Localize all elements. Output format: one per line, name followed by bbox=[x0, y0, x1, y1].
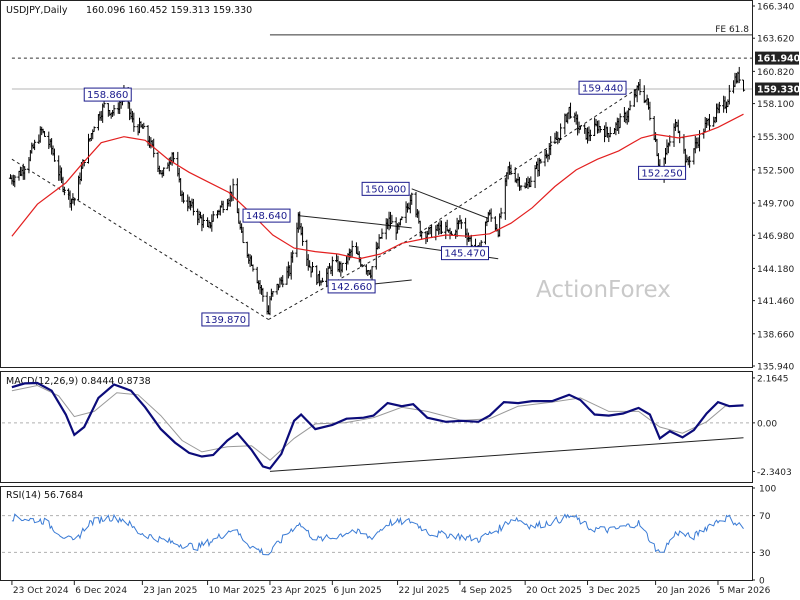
x-tick-label: 6 Jun 2025 bbox=[333, 586, 381, 596]
y-tick-label: 163.620 bbox=[757, 35, 794, 45]
price-callout-box bbox=[578, 80, 627, 95]
price-y-axis: 166.340 163.620 161.940 160.820 159.330 158.1… bbox=[752, 3, 800, 373]
y-tick-label: 135.940 bbox=[757, 363, 794, 373]
x-tick-label: 3 Dec 2025 bbox=[589, 586, 641, 596]
rsi-y-tick-label: 100 bbox=[759, 485, 776, 495]
rsi-y-tick-label: 30 bbox=[759, 549, 771, 559]
x-tick-label: 6 Dec 2024 bbox=[75, 586, 127, 596]
price-callout-label: 152.250 bbox=[641, 168, 682, 179]
price-callout-label: 148.640 bbox=[246, 211, 287, 222]
price-annotations: 158.860 148.640 139.870 142.660 150.900 145.4… bbox=[83, 80, 687, 327]
price-tag bbox=[755, 82, 799, 96]
x-tick-label: 5 Mar 2026 bbox=[719, 586, 771, 596]
moving-average-line bbox=[11, 113, 744, 260]
watermark-text: ActionForex bbox=[536, 277, 671, 303]
x-tick-label: 4 Sep 2025 bbox=[461, 586, 512, 596]
x-axis: 23 Oct 2024 6 Dec 2024 23 Jan 2025 10 Mar 2… bbox=[11, 581, 771, 596]
y-tick-label: 138.660 bbox=[757, 330, 794, 340]
reference-line-label: FE 61.8 bbox=[715, 25, 749, 35]
x-tick-label: 22 Jul 2025 bbox=[399, 586, 450, 596]
price-tag-label: 161.940 bbox=[757, 54, 800, 65]
price-callout-box bbox=[201, 312, 250, 327]
x-tick-label: 23 Apr 2025 bbox=[271, 586, 327, 596]
price-callout-box bbox=[242, 208, 291, 223]
price-callout-box bbox=[441, 246, 490, 261]
macd-line bbox=[11, 381, 744, 470]
price-callout-label: 145.470 bbox=[444, 249, 485, 260]
rsi-y-tick-label: 70 bbox=[759, 512, 771, 522]
price-callout-label: 159.440 bbox=[582, 83, 623, 94]
y-tick-label: 158.100 bbox=[757, 100, 794, 110]
x-tick-label: 23 Oct 2024 bbox=[13, 586, 69, 596]
price-callout-box bbox=[361, 181, 410, 196]
macd-signal-line bbox=[11, 384, 744, 461]
y-tick-label: 146.980 bbox=[757, 232, 794, 242]
y-tick-label: 152.500 bbox=[757, 166, 794, 176]
trendline bbox=[411, 188, 489, 219]
y-tick-label: 141.460 bbox=[757, 297, 794, 307]
dashed-trendline bbox=[11, 158, 269, 320]
x-tick-label: 20 Jan 2026 bbox=[657, 586, 711, 596]
rsi-y-tick-label: 0 bbox=[759, 577, 765, 587]
y-tick-label: 155.300 bbox=[757, 133, 794, 143]
y-tick-label: 144.180 bbox=[757, 265, 794, 275]
x-tick-label: 23 Jan 2025 bbox=[143, 586, 197, 596]
x-tick-label: 10 Mar 2025 bbox=[209, 586, 266, 596]
macd-title: MACD(12,26,9) 0.8444 0.8738 bbox=[6, 376, 151, 387]
y-tick-label: 149.700 bbox=[757, 200, 794, 210]
price-reference-lines: FE 61.8 bbox=[11, 25, 752, 90]
price-callout-label: 142.660 bbox=[331, 282, 372, 293]
macd-trendline bbox=[269, 437, 744, 472]
price-callout-label: 158.860 bbox=[87, 90, 128, 101]
rsi-pane: 100 70 30 0 bbox=[2, 485, 776, 587]
price-callout-box bbox=[327, 279, 376, 294]
price-pane-frame bbox=[0, 0, 753, 368]
macd-y-tick-label: 2.1645 bbox=[757, 374, 789, 384]
macd-pane: 2.1645 0.00 -2.3403 bbox=[2, 374, 792, 478]
price-tag bbox=[755, 51, 799, 65]
x-tick-label: 20 Oct 2025 bbox=[526, 586, 582, 596]
price-tag-label: 159.330 bbox=[757, 85, 800, 96]
rsi-title: RSI(14) 56.7684 bbox=[6, 490, 83, 501]
moving-average bbox=[11, 113, 744, 260]
rsi-pane-frame bbox=[0, 486, 753, 581]
macd-y-tick-label: -2.3403 bbox=[757, 468, 792, 478]
macd-y-tick-label: 0.00 bbox=[757, 419, 777, 429]
rsi-line bbox=[11, 513, 744, 556]
price-callout-box bbox=[83, 87, 132, 102]
ohlc-readout: 160.096 160.452 159.313 159.330 bbox=[86, 5, 252, 16]
y-tick-label: 160.820 bbox=[757, 68, 794, 78]
price-callout-label: 150.900 bbox=[365, 184, 406, 195]
price-callout-box bbox=[638, 165, 687, 180]
price-callout-label: 139.870 bbox=[205, 315, 246, 326]
macd-pane-frame bbox=[0, 371, 753, 483]
trendline bbox=[298, 215, 412, 229]
y-tick-label: 166.340 bbox=[757, 3, 794, 13]
chart-symbol-label: USDJPY,Daily bbox=[6, 5, 68, 16]
